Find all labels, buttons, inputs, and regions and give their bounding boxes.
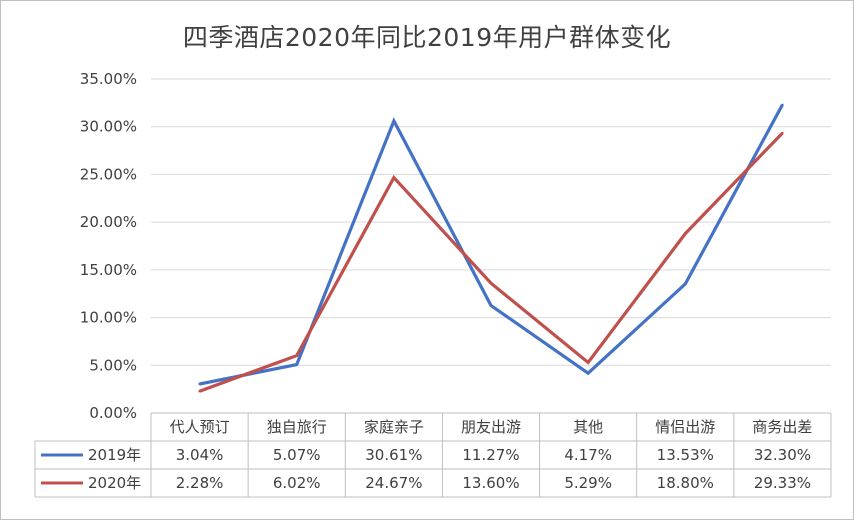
- data-point: [489, 282, 493, 285]
- series-lines: [198, 103, 784, 393]
- y-tick-label: 0.00%: [89, 404, 137, 422]
- data-label: 13.60%: [462, 474, 519, 492]
- data-point: [781, 131, 784, 135]
- data-point: [586, 372, 590, 375]
- legend-label: 2020年: [88, 474, 141, 492]
- x-tick-label: 情侣出游: [655, 418, 715, 436]
- data-point: [198, 382, 201, 386]
- data-point: [586, 361, 590, 364]
- series-line: [199, 104, 784, 386]
- y-tick-label: 30.00%: [80, 118, 137, 136]
- x-tick-label: 其他: [573, 418, 603, 436]
- data-label: 18.80%: [657, 474, 714, 492]
- x-tick-label: 独自旅行: [267, 418, 327, 436]
- data-point: [295, 354, 298, 357]
- x-tick-label: 家庭亲子: [364, 418, 424, 436]
- y-tick-label: 35.00%: [80, 70, 137, 88]
- data-table: 代人预订 独自旅行 家庭亲子 朋友出游 其他 情侣出游 商务出差 2019年 3.04% 5.07…: [34, 412, 832, 498]
- data-point: [684, 232, 687, 235]
- data-point: [198, 390, 201, 393]
- x-tick-label: 朋友出游: [461, 418, 521, 436]
- data-point: [295, 363, 298, 366]
- y-tick-label: 10.00%: [80, 309, 137, 327]
- legend-label: 2019年: [88, 446, 141, 464]
- y-tick-labels: 0.00% 5.00% 10.00% 15.00% 20.00% 25.00% 30.00%…: [80, 70, 137, 422]
- data-point: [489, 304, 493, 307]
- data-label: 2.28%: [176, 474, 224, 492]
- data-label: 30.61%: [365, 446, 422, 464]
- data-label: 6.02%: [273, 474, 321, 492]
- data-point: [781, 103, 784, 106]
- x-tick-label: 商务出差: [752, 418, 812, 436]
- data-label: 3.04%: [176, 446, 224, 464]
- series-line: [199, 131, 784, 393]
- data-point: [392, 119, 396, 123]
- data-label: 5.07%: [273, 446, 321, 464]
- data-point: [684, 282, 687, 286]
- data-label: 32.30%: [754, 446, 811, 464]
- data-label: 13.53%: [657, 446, 714, 464]
- chart-title: 四季酒店2020年同比2019年用户群体变化: [182, 23, 672, 52]
- x-tick-label: 代人预订: [170, 418, 230, 436]
- data-label: 29.33%: [754, 474, 811, 492]
- data-point: [392, 176, 396, 179]
- y-tick-label: 25.00%: [80, 165, 137, 183]
- y-tick-label: 20.00%: [80, 213, 137, 231]
- data-label: 5.29%: [564, 474, 612, 492]
- y-tick-label: 15.00%: [80, 261, 137, 279]
- data-label: 11.27%: [462, 446, 519, 464]
- y-tick-label: 5.00%: [89, 356, 137, 374]
- data-label: 4.17%: [564, 446, 612, 464]
- gridlines: [151, 78, 831, 366]
- data-label: 24.67%: [365, 474, 422, 492]
